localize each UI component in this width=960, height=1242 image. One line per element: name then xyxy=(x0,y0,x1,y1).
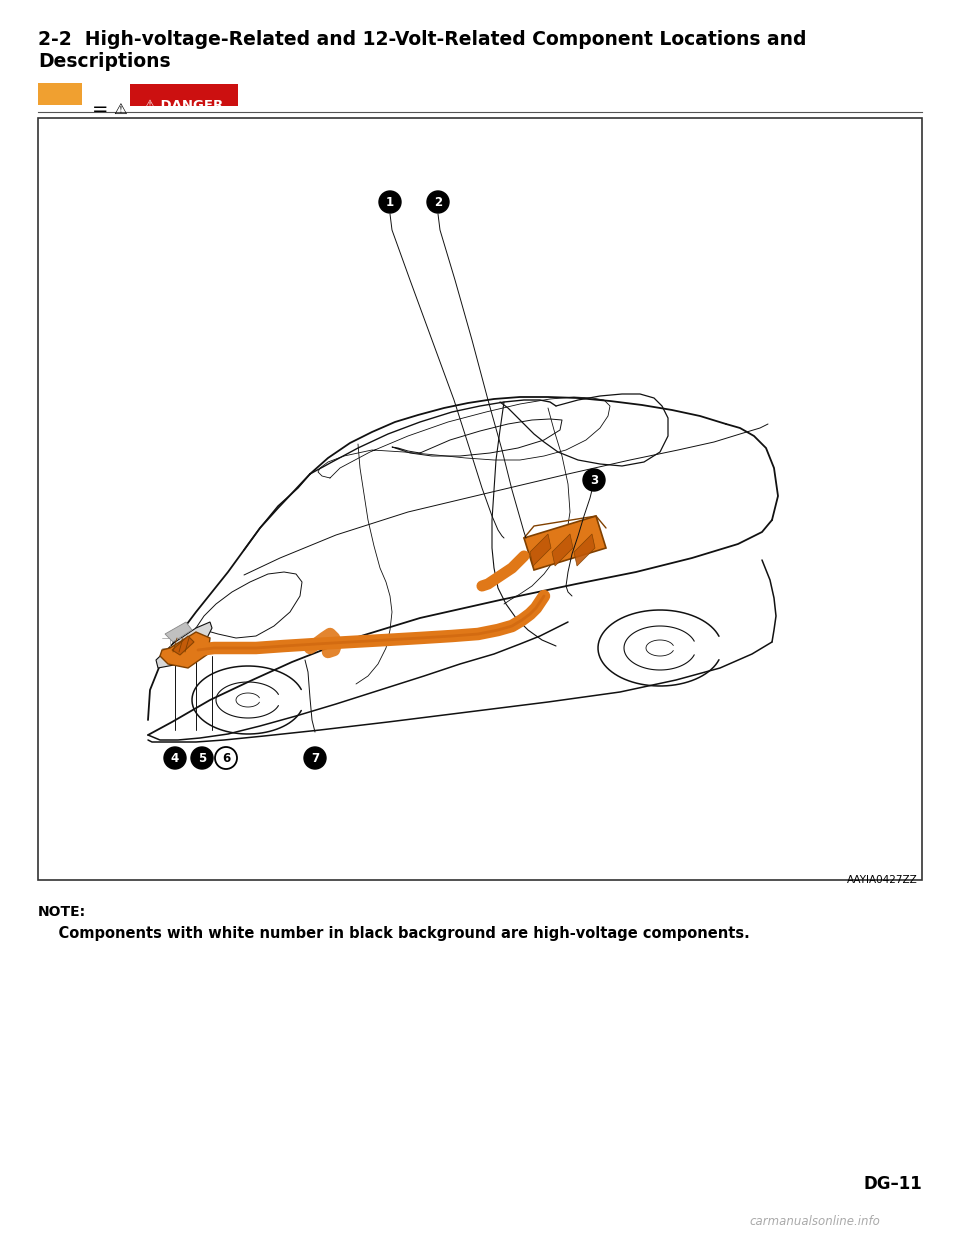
Text: 7: 7 xyxy=(311,751,319,765)
Polygon shape xyxy=(530,534,551,566)
Text: 5: 5 xyxy=(198,751,206,765)
Text: ⚠ DANGER: ⚠ DANGER xyxy=(144,99,224,112)
Text: =: = xyxy=(92,101,108,119)
Polygon shape xyxy=(156,622,212,668)
Polygon shape xyxy=(160,632,210,668)
Text: carmanualsonline.info: carmanualsonline.info xyxy=(749,1215,880,1228)
Circle shape xyxy=(427,191,449,212)
Circle shape xyxy=(191,746,213,769)
Text: ⚠: ⚠ xyxy=(113,102,127,117)
Text: 2: 2 xyxy=(434,195,442,209)
Bar xyxy=(38,118,922,881)
Text: AAYIA0427ZZ: AAYIA0427ZZ xyxy=(848,876,918,886)
Text: 2-2  High-voltage-Related and 12-Volt-Related Component Locations and: 2-2 High-voltage-Related and 12-Volt-Rel… xyxy=(38,30,806,48)
Polygon shape xyxy=(552,534,573,566)
Text: DG–11: DG–11 xyxy=(863,1175,922,1194)
Circle shape xyxy=(379,191,401,212)
Polygon shape xyxy=(574,534,595,566)
Circle shape xyxy=(215,746,237,769)
Text: 3: 3 xyxy=(590,473,598,487)
Circle shape xyxy=(583,469,605,491)
Polygon shape xyxy=(172,636,194,655)
Polygon shape xyxy=(165,622,192,642)
Text: Descriptions: Descriptions xyxy=(38,52,171,71)
Text: 6: 6 xyxy=(222,751,230,765)
Bar xyxy=(130,84,238,106)
Polygon shape xyxy=(524,515,606,570)
Text: 4: 4 xyxy=(171,751,180,765)
Text: 1: 1 xyxy=(386,195,394,209)
Text: NOTE:: NOTE: xyxy=(38,905,86,919)
Text: Components with white number in black background are high-voltage components.: Components with white number in black ba… xyxy=(38,927,750,941)
Bar xyxy=(38,83,82,106)
Circle shape xyxy=(304,746,326,769)
Circle shape xyxy=(164,746,186,769)
